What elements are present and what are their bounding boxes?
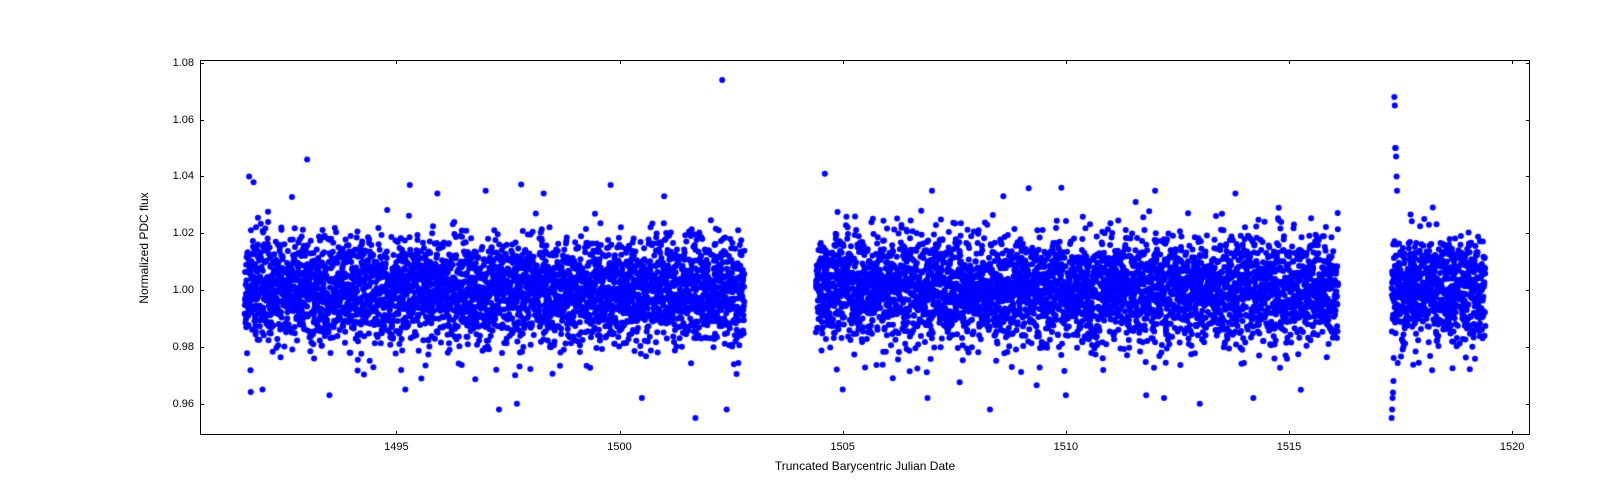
y-tick-mark [1526,63,1530,64]
y-tick-mark [1526,347,1530,348]
x-tick-mark [843,60,844,64]
x-tick-mark [620,431,621,435]
scatter-canvas [200,60,1530,435]
x-tick-mark [396,60,397,64]
y-tick-label: 1.04 [160,170,194,182]
x-tick-mark [1512,431,1513,435]
y-tick-mark [200,404,204,405]
y-tick-mark [1526,233,1530,234]
y-tick-mark [200,120,204,121]
y-axis-label: Normalized PDC flux [137,192,151,303]
x-tick-mark [1289,60,1290,64]
y-tick-mark [200,290,204,291]
y-tick-mark [200,347,204,348]
x-tick-label: 1500 [607,441,631,453]
y-tick-label: 1.00 [160,284,194,296]
y-tick-mark [200,176,204,177]
x-tick-mark [1066,60,1067,64]
x-tick-mark [1289,431,1290,435]
x-tick-mark [396,431,397,435]
y-tick-mark [1526,176,1530,177]
x-tick-mark [620,60,621,64]
x-tick-label: 1510 [1054,441,1078,453]
y-tick-label: 0.96 [160,398,194,410]
x-axis-label: Truncated Barycentric Julian Date [775,459,955,473]
scatter-canvas-wrap [200,60,1530,435]
x-tick-label: 1520 [1500,441,1524,453]
x-tick-mark [1066,431,1067,435]
y-tick-mark [200,233,204,234]
y-tick-mark [1526,290,1530,291]
x-tick-mark [1512,60,1513,64]
x-tick-label: 1495 [384,441,408,453]
figure: 1495 1500 1505 1510 1515 1520 0.96 0.98 1.00 1.02… [0,0,1600,500]
y-tick-mark [200,63,204,64]
x-tick-mark [843,431,844,435]
y-tick-label: 1.08 [160,57,194,69]
x-tick-label: 1515 [1277,441,1301,453]
y-tick-mark [1526,404,1530,405]
y-tick-mark [1526,120,1530,121]
x-tick-label: 1505 [830,441,854,453]
y-tick-label: 1.06 [160,114,194,126]
y-tick-label: 0.98 [160,341,194,353]
y-tick-label: 1.02 [160,227,194,239]
